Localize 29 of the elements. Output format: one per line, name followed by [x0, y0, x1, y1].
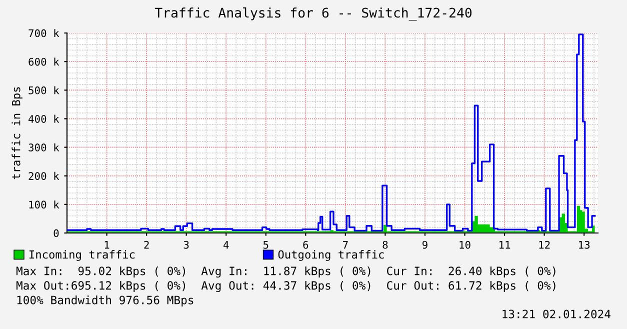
legend-label: Outgoing traffic [278, 250, 384, 261]
x-tick-label: 11 [500, 241, 510, 249]
x-tick-label: 7 [343, 241, 348, 249]
y-tick-label: 200 k [28, 172, 60, 180]
y-tick-label: 500 k [28, 86, 60, 94]
x-tick-label: 2 [144, 240, 149, 249]
y-axis-title: traffic in Bps [12, 87, 22, 180]
text: Max In: 95.02 kBps ( 0%) Avg In: 11.87 kBps ( 0%) Cur In: 26.40 kBps ( 0%) [16, 266, 556, 278]
x-tick-label: 13 [579, 240, 590, 249]
y-tick-label: 700 k [28, 29, 60, 38]
x-tick-label: 8 [382, 240, 388, 249]
x-tick-label: 5 [263, 241, 268, 249]
legend-label: Incoming traffic [30, 250, 135, 261]
y-tick-label: 600 k [28, 58, 60, 66]
y-tick-label: 400 k [28, 114, 60, 123]
chart-title: Traffic Analysis for 6 -- Switch_172-240 [154, 7, 472, 21]
y-tick-label: 100 k [29, 200, 60, 209]
y-tick-label: 300 k [28, 143, 60, 152]
x-tick-label: 1 [104, 241, 110, 249]
text: 100% Bandwidth 976.56 MBps [17, 296, 194, 307]
x-tick-label: 6 [303, 240, 308, 249]
text: 13:21 02.01.2024 [502, 310, 610, 318]
text: Max Out:695.12 kBps ( 0%) Avg Out: 44.37 kBps ( 0%) Cur Out: 61.72 kBps ( 0%) [16, 280, 556, 292]
x-tick-label: 10 [460, 240, 470, 249]
x-tick-label: 3 [184, 240, 189, 249]
x-tick-label: 9 [422, 240, 428, 249]
x-tick-label: 12 [539, 240, 550, 249]
y-tick-label: 0 [54, 229, 59, 238]
x-tick-label: 4 [223, 241, 229, 249]
